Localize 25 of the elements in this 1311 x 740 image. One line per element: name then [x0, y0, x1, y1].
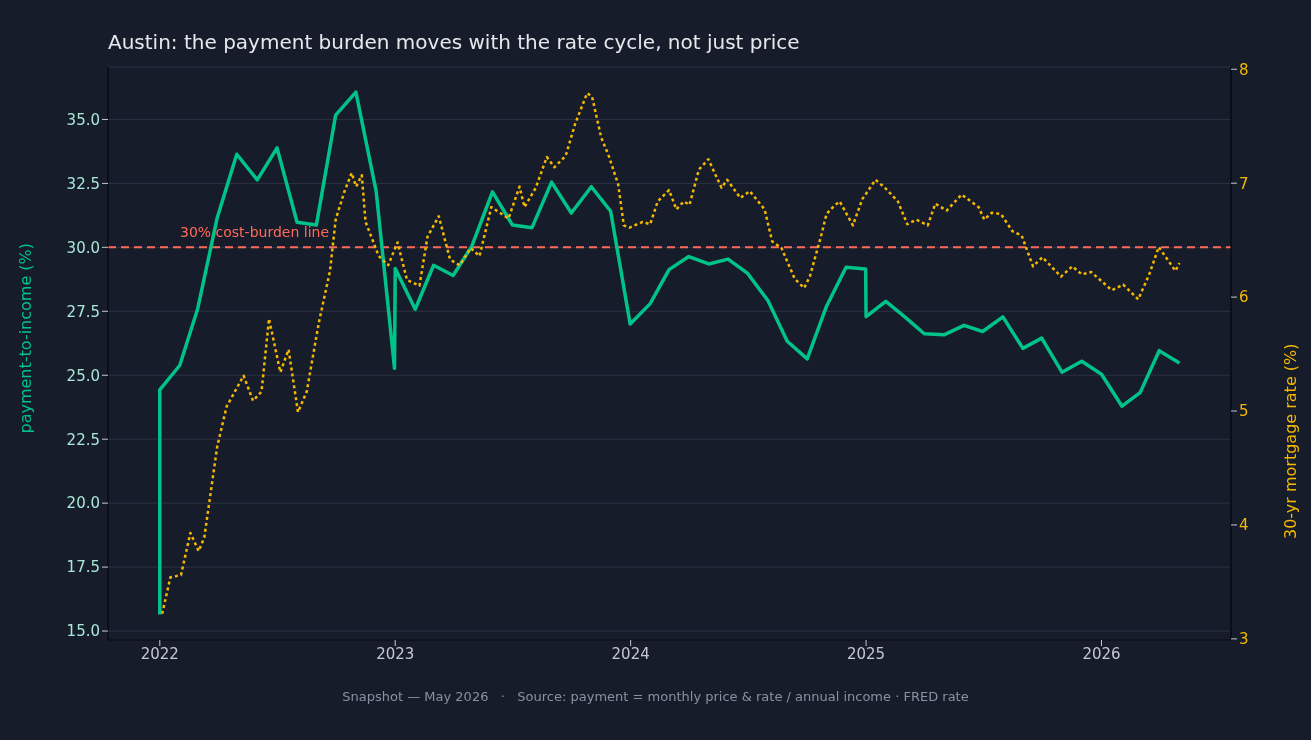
y2-axis-title: 30-yr mortgage rate (%) [1280, 343, 1300, 540]
ref-line-label: 30% cost-burden line [180, 224, 330, 241]
y-axis-title: payment-to-income (%) [15, 242, 35, 434]
x-tick-label: 2022 [140, 644, 179, 663]
y2-tick-label: 3 [1239, 630, 1249, 649]
y-tick-label: 20.0 [66, 494, 100, 513]
y-tick-label: 30.0 [66, 238, 100, 257]
x-tick-label: 2024 [611, 644, 650, 663]
y2-tick-label: 5 [1239, 402, 1249, 421]
x-tick-label: 2023 [376, 644, 415, 663]
x-tick-label: 2025 [846, 644, 886, 663]
y-tick-label: 25.0 [66, 366, 100, 385]
y2-tick-label: 4 [1239, 516, 1249, 535]
y-tick-label: 15.0 [66, 622, 100, 641]
y2-tick-label: 7 [1239, 174, 1249, 193]
y-tick-label: 35.0 [66, 110, 100, 129]
text: Snapshot — May 2026 · Source: payment = monthly price & rate / annual income · FRED rate [341, 689, 970, 704]
chart-title: Austin: the payment burden moves with the rate cycle, not just price [108, 30, 800, 54]
y-tick-label: 17.5 [66, 558, 100, 577]
y-tick-label: 32.5 [66, 174, 100, 193]
y2-tick-label: 6 [1239, 288, 1249, 307]
x-tick-label: 2026 [1082, 644, 1121, 663]
y2-tick-label: 8 [1239, 60, 1249, 79]
y-tick-label: 27.5 [66, 302, 100, 321]
y-tick-label: 22.5 [66, 430, 100, 449]
